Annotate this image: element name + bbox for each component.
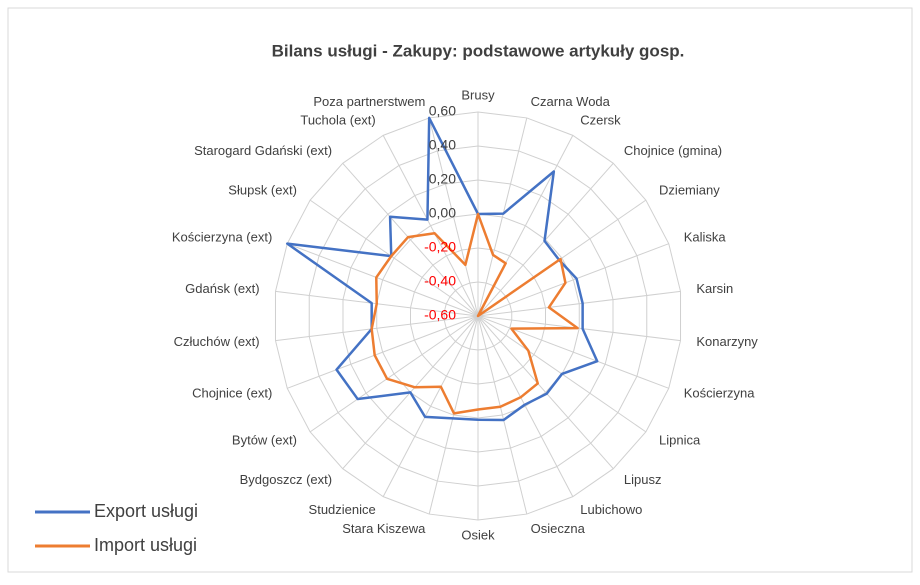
category-label: Czarna Woda: [531, 94, 611, 109]
category-label: Czersk: [580, 113, 621, 128]
y-tick-label: 0,00: [429, 205, 456, 221]
chart-frame: [7, 7, 913, 573]
category-label: Poza partnerstwem: [313, 94, 425, 109]
category-label: Lipnica: [659, 432, 701, 447]
series-line: [286, 116, 599, 422]
y-tick-label: -0,60: [424, 307, 456, 323]
legend-label: Export usługi: [94, 501, 198, 521]
category-label: Brusy: [461, 87, 495, 102]
chart-title: Bilans usługi - Zakupy: podstawowe artyk…: [272, 41, 685, 60]
category-label: Słupsk (ext): [228, 182, 297, 197]
category-label: Bytów (ext): [232, 432, 297, 447]
category-label: Stara Kiszewa: [342, 521, 426, 536]
category-label: Kościerzyna (ext): [172, 229, 272, 244]
category-label: Lipusz: [624, 472, 662, 487]
category-label: Starogard Gdański (ext): [194, 143, 332, 158]
y-tick-label: -0,40: [424, 273, 456, 289]
series-line: [370, 212, 579, 415]
category-label: Lubichowo: [580, 502, 642, 517]
category-label: Kaliska: [684, 229, 727, 244]
category-label: Chojnice (gmina): [624, 143, 722, 158]
grid-ring: [274, 111, 682, 521]
category-label: Konarzyny: [696, 334, 758, 349]
grid-ring: [409, 247, 547, 385]
category-label: Tuchola (ext): [300, 113, 375, 128]
category-label: Dziemiany: [659, 182, 720, 197]
category-label: Karsin: [696, 281, 733, 296]
category-label: Osieczna: [531, 521, 586, 536]
category-label: Chojnice (ext): [192, 385, 272, 400]
category-label: Osiek: [461, 527, 495, 542]
category-label: Kościerzyna: [684, 385, 756, 400]
y-tick-label: 0,40: [429, 137, 456, 153]
category-label: Studzienice: [309, 502, 376, 517]
y-tick-label: -0,20: [424, 239, 456, 255]
category-label: Bydgoszcz (ext): [240, 472, 332, 487]
grid-ring: [342, 179, 614, 453]
grid-ring: [443, 281, 513, 351]
y-tick-label: 0,60: [429, 103, 456, 119]
y-tick-label: 0,20: [429, 171, 456, 187]
category-label: Gdańsk (ext): [185, 281, 259, 296]
category-label: Człuchów (ext): [174, 334, 260, 349]
grid-ring: [308, 145, 648, 487]
legend-label: Import usługi: [94, 535, 197, 555]
